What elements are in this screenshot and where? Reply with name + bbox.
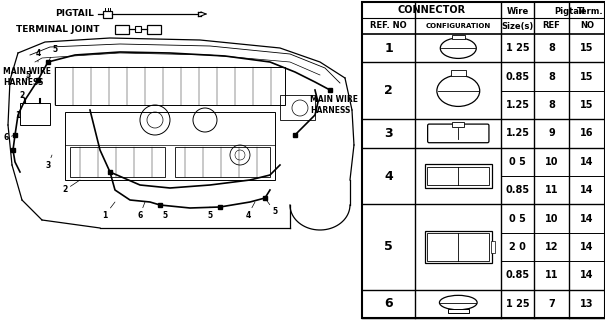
Bar [115, 25, 129, 34]
Text: 1: 1 [102, 202, 115, 220]
Text: 8: 8 [548, 72, 555, 82]
Bar [147, 25, 161, 34]
Text: 1.25: 1.25 [506, 100, 530, 110]
Text: Wire: Wire [506, 7, 529, 16]
Text: REF: REF [543, 21, 560, 30]
Bar [425, 164, 492, 188]
Text: 11: 11 [545, 185, 558, 195]
Bar [55, 67, 285, 105]
Text: 11: 11 [545, 270, 558, 280]
Text: 0.85: 0.85 [506, 270, 530, 280]
Text: 5: 5 [208, 207, 212, 220]
Text: CONFIGURATION: CONFIGURATION [426, 23, 491, 29]
Text: CONNECTOR: CONNECTOR [397, 5, 466, 15]
Text: Size(s): Size(s) [502, 21, 534, 30]
Text: 10: 10 [545, 214, 558, 224]
Text: 2: 2 [62, 180, 80, 195]
Text: 4: 4 [35, 49, 41, 62]
Bar [175, 147, 270, 177]
Text: 1: 1 [15, 110, 21, 119]
Text: 9: 9 [548, 128, 555, 138]
Text: 0 5: 0 5 [509, 157, 526, 167]
Bar [491, 241, 495, 253]
Text: Pigtail: Pigtail [554, 7, 585, 16]
Text: 1 25: 1 25 [506, 43, 529, 53]
Text: Term.: Term. [577, 7, 603, 16]
Text: 5: 5 [48, 45, 57, 62]
Text: 0 5: 0 5 [509, 214, 526, 224]
Text: 6: 6 [137, 202, 145, 220]
Text: 3: 3 [384, 127, 393, 140]
Text: 5: 5 [25, 70, 31, 80]
Text: 5: 5 [384, 241, 393, 253]
Bar [103, 11, 112, 18]
Text: 4: 4 [246, 202, 255, 220]
Text: 10: 10 [545, 157, 558, 167]
Text: 7: 7 [548, 299, 555, 309]
Text: TERMINAL JOINT: TERMINAL JOINT [16, 25, 100, 34]
Text: 3: 3 [45, 155, 52, 170]
Text: 1.25: 1.25 [506, 128, 530, 138]
Text: PIGTAIL: PIGTAIL [56, 10, 94, 19]
Text: MAIN WIRE
HARNESS: MAIN WIRE HARNESS [310, 95, 358, 115]
Text: 14: 14 [580, 270, 594, 280]
Text: 14: 14 [580, 242, 594, 252]
Bar [452, 35, 465, 39]
Text: 2: 2 [384, 84, 393, 97]
Text: 15: 15 [580, 43, 594, 53]
Text: 15: 15 [580, 100, 594, 110]
Text: 12: 12 [545, 242, 558, 252]
Text: 6: 6 [4, 133, 15, 142]
Bar [65, 112, 275, 180]
Text: 1: 1 [384, 42, 393, 55]
Text: 15: 15 [580, 72, 594, 82]
Text: 16: 16 [580, 128, 594, 138]
Text: 0.85: 0.85 [506, 185, 530, 195]
Text: 1 25: 1 25 [506, 299, 529, 309]
Bar [425, 231, 492, 263]
Text: 5: 5 [265, 198, 278, 217]
Bar [135, 26, 141, 32]
Text: 4: 4 [384, 170, 393, 182]
Text: REF. NO: REF. NO [370, 21, 407, 30]
Bar [70, 147, 165, 177]
Text: 14: 14 [580, 157, 594, 167]
Text: 2 0: 2 0 [509, 242, 526, 252]
Text: 14: 14 [580, 185, 594, 195]
Text: 8: 8 [548, 100, 555, 110]
Text: 8: 8 [548, 43, 555, 53]
Bar [453, 123, 464, 127]
Bar [448, 309, 469, 313]
Bar [280, 95, 315, 120]
Text: 6: 6 [384, 297, 393, 310]
Bar [20, 103, 50, 125]
Text: 14: 14 [580, 214, 594, 224]
Bar [451, 70, 466, 76]
Bar [427, 167, 489, 185]
Bar [427, 233, 489, 261]
Text: 13: 13 [580, 299, 594, 309]
Text: MAIN WIRE
HARNESS: MAIN WIRE HARNESS [3, 67, 51, 87]
Text: 0.85: 0.85 [506, 72, 530, 82]
Text: 2: 2 [19, 91, 25, 100]
Text: NO: NO [580, 21, 594, 30]
Text: 5: 5 [160, 205, 168, 220]
